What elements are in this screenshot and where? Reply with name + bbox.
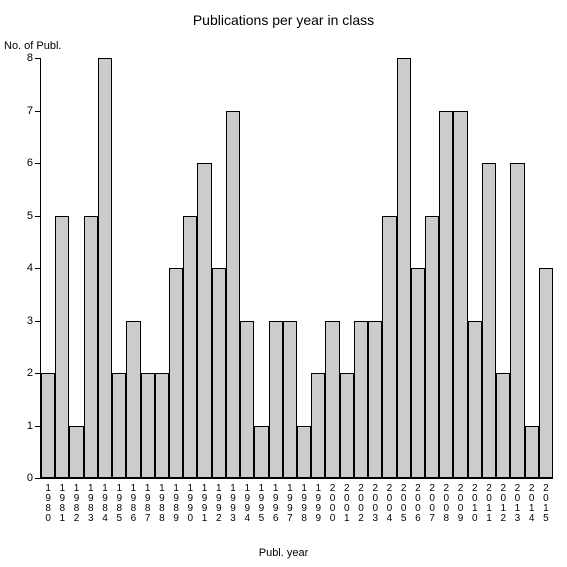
bar bbox=[269, 321, 283, 479]
bar bbox=[155, 373, 169, 478]
x-tick-label: 2014 bbox=[525, 484, 539, 524]
plot-area: 0123456781980198119821983198419851986198… bbox=[40, 58, 553, 479]
x-tick-label: 1996 bbox=[269, 484, 283, 524]
chart-title: Publications per year in class bbox=[0, 12, 567, 28]
bar bbox=[425, 216, 439, 479]
bar bbox=[254, 426, 268, 479]
bar bbox=[468, 321, 482, 479]
bar bbox=[510, 163, 524, 478]
bar bbox=[297, 426, 311, 479]
bar bbox=[439, 111, 453, 479]
x-tick-label: 2009 bbox=[453, 484, 467, 524]
bar bbox=[482, 163, 496, 478]
x-tick-label: 2003 bbox=[368, 484, 382, 524]
x-tick-label: 2006 bbox=[411, 484, 425, 524]
bar bbox=[55, 216, 69, 479]
x-tick-label: 2000 bbox=[325, 484, 339, 524]
x-tick-label: 2004 bbox=[382, 484, 396, 524]
x-tick-label: 2008 bbox=[439, 484, 453, 524]
bar bbox=[325, 321, 339, 479]
x-tick-label: 2010 bbox=[468, 484, 482, 524]
y-axis-label: No. of Publ. bbox=[4, 40, 61, 52]
bar bbox=[183, 216, 197, 479]
y-tick-label: 1 bbox=[27, 420, 41, 432]
x-tick-label: 1982 bbox=[69, 484, 83, 524]
chart-container: Publications per year in class No. of Pu… bbox=[0, 0, 567, 567]
y-tick-label: 0 bbox=[27, 472, 41, 484]
bar bbox=[126, 321, 140, 479]
x-tick-label: 1994 bbox=[240, 484, 254, 524]
x-tick-label: 1991 bbox=[197, 484, 211, 524]
x-tick-label: 2005 bbox=[397, 484, 411, 524]
bar bbox=[382, 216, 396, 479]
x-tick-label: 1983 bbox=[84, 484, 98, 524]
x-tick-label: 2007 bbox=[425, 484, 439, 524]
bar bbox=[197, 163, 211, 478]
x-tick-label: 1989 bbox=[169, 484, 183, 524]
x-tick-label: 1999 bbox=[311, 484, 325, 524]
bar bbox=[539, 268, 553, 478]
x-tick-label: 1995 bbox=[254, 484, 268, 524]
bar bbox=[283, 321, 297, 479]
x-tick-label: 1987 bbox=[141, 484, 155, 524]
bar bbox=[141, 373, 155, 478]
x-axis-label: Publ. year bbox=[0, 547, 567, 559]
bar bbox=[525, 426, 539, 479]
bar bbox=[169, 268, 183, 478]
x-tick-label: 2015 bbox=[539, 484, 553, 524]
bar bbox=[226, 111, 240, 479]
y-tick-label: 4 bbox=[27, 262, 41, 274]
bar bbox=[84, 216, 98, 479]
x-tick-label: 2012 bbox=[496, 484, 510, 524]
bar bbox=[69, 426, 83, 479]
x-tick-label: 2001 bbox=[340, 484, 354, 524]
y-tick-label: 3 bbox=[27, 315, 41, 327]
x-tick-label: 1986 bbox=[126, 484, 140, 524]
x-tick-label: 1988 bbox=[155, 484, 169, 524]
x-tick-label: 1990 bbox=[183, 484, 197, 524]
x-tick-label: 1997 bbox=[283, 484, 297, 524]
bar bbox=[453, 111, 467, 479]
x-tick-label: 1998 bbox=[297, 484, 311, 524]
x-tick-label: 2013 bbox=[510, 484, 524, 524]
y-tick-label: 2 bbox=[27, 367, 41, 379]
y-tick-label: 7 bbox=[27, 105, 41, 117]
x-tick-label: 1981 bbox=[55, 484, 69, 524]
bar bbox=[98, 58, 112, 478]
bar bbox=[212, 268, 226, 478]
x-tick-label: 1992 bbox=[212, 484, 226, 524]
y-tick-label: 6 bbox=[27, 157, 41, 169]
bar bbox=[411, 268, 425, 478]
x-tick-label: 2002 bbox=[354, 484, 368, 524]
x-tick-label: 1984 bbox=[98, 484, 112, 524]
bar bbox=[340, 373, 354, 478]
bar bbox=[112, 373, 126, 478]
bar bbox=[496, 373, 510, 478]
bar bbox=[397, 58, 411, 478]
bar bbox=[240, 321, 254, 479]
bar bbox=[311, 373, 325, 478]
bar bbox=[354, 321, 368, 479]
bar bbox=[368, 321, 382, 479]
x-tick-label: 1985 bbox=[112, 484, 126, 524]
bar bbox=[41, 373, 55, 478]
y-tick-label: 8 bbox=[27, 52, 41, 64]
x-tick-label: 2011 bbox=[482, 484, 496, 524]
x-tick-label: 1980 bbox=[41, 484, 55, 524]
x-tick-label: 1993 bbox=[226, 484, 240, 524]
y-tick-label: 5 bbox=[27, 210, 41, 222]
